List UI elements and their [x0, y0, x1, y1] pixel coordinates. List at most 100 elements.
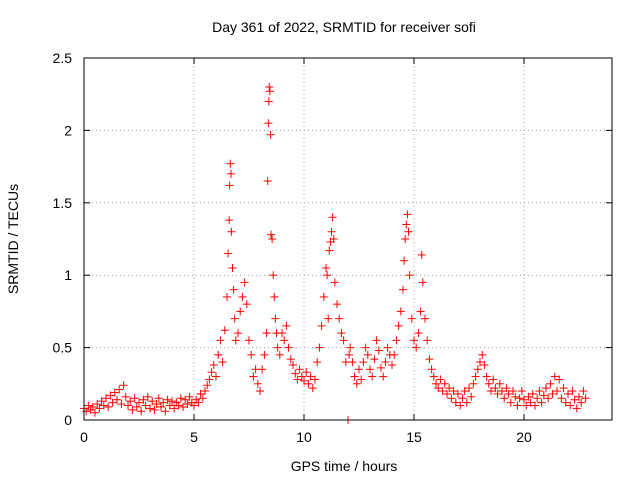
data-point [427, 365, 436, 374]
data-point [141, 401, 150, 410]
data-point [249, 372, 258, 381]
data-point [315, 343, 324, 352]
data-point [357, 375, 366, 384]
data-point [339, 336, 348, 345]
data-point [368, 372, 377, 381]
data-point [194, 398, 203, 407]
data-point [268, 235, 277, 243]
data-point [234, 329, 242, 338]
data-point [226, 169, 235, 178]
data-point [106, 391, 115, 400]
data-point [264, 97, 273, 106]
data-point [546, 379, 555, 388]
data-point [335, 314, 344, 323]
data-point [115, 385, 124, 394]
data-point [263, 177, 272, 186]
data-point [245, 336, 253, 345]
data-point [324, 314, 333, 323]
y-tick-label: 2.5 [53, 50, 73, 66]
data-point [425, 355, 434, 364]
data-point [207, 368, 216, 377]
data-point [572, 404, 581, 413]
data-point [531, 401, 539, 410]
data-point [230, 314, 239, 323]
data-point [328, 213, 337, 222]
data-point [484, 379, 493, 388]
data-point [579, 387, 588, 396]
data-point [480, 360, 489, 369]
data-point [434, 384, 443, 393]
data-point [247, 350, 256, 359]
data-point [458, 394, 467, 403]
data-point [418, 278, 427, 287]
data-point [462, 398, 471, 407]
data-points [80, 82, 590, 424]
data-point [513, 401, 522, 410]
data-point [443, 389, 451, 398]
data-point [504, 389, 513, 398]
data-point [449, 387, 458, 396]
data-point [88, 402, 97, 411]
data-point [102, 394, 110, 403]
data-point [291, 369, 300, 378]
data-point [542, 384, 550, 393]
data-point [242, 300, 251, 309]
data-point [555, 375, 564, 384]
data-point [436, 375, 445, 384]
data-point [511, 392, 520, 401]
data-point [205, 375, 214, 384]
data-point [198, 394, 207, 403]
data-point [99, 401, 108, 410]
data-point [260, 350, 269, 359]
data-point [401, 235, 410, 243]
data-point [224, 249, 233, 258]
data-point [359, 358, 368, 367]
data-point [489, 375, 498, 384]
data-point [495, 379, 504, 388]
data-point [319, 292, 328, 301]
grid [84, 58, 612, 420]
data-point [203, 381, 212, 390]
data-point [126, 397, 135, 406]
data-point [157, 402, 165, 411]
chart-title: Day 361 of 2022, SRMTID for receiver sof… [212, 19, 476, 35]
data-point [345, 350, 354, 359]
data-point [267, 230, 275, 239]
data-point [269, 271, 278, 280]
data-point [159, 398, 168, 407]
data-point [278, 329, 286, 338]
data-point [348, 358, 357, 367]
data-point [469, 379, 478, 388]
data-point [394, 321, 403, 330]
data-point [286, 355, 295, 364]
y-tick-label: 0.5 [53, 340, 73, 356]
data-point [429, 372, 438, 381]
data-point [256, 387, 264, 396]
data-point [95, 404, 104, 413]
data-point [104, 402, 113, 411]
data-point [539, 391, 548, 400]
data-point [352, 379, 361, 388]
data-point [214, 350, 223, 359]
data-point [493, 389, 502, 398]
data-point [265, 87, 274, 96]
data-point [379, 372, 388, 381]
y-tick-label: 2 [64, 122, 72, 138]
data-point [544, 394, 553, 403]
data-point [471, 372, 480, 381]
data-point [137, 407, 146, 416]
data-point [228, 263, 237, 272]
data-point [506, 398, 515, 407]
x-tick-label: 0 [80, 429, 88, 445]
data-point [478, 350, 487, 359]
data-point [124, 401, 132, 410]
y-axis-label: SRMTID / TECUs [5, 184, 21, 294]
data-point [93, 400, 102, 409]
data-point [416, 307, 425, 316]
data-point [432, 379, 440, 388]
data-point [524, 392, 533, 401]
data-point [553, 387, 561, 396]
data-point [400, 256, 409, 265]
data-point [557, 394, 566, 403]
data-point [275, 350, 284, 359]
